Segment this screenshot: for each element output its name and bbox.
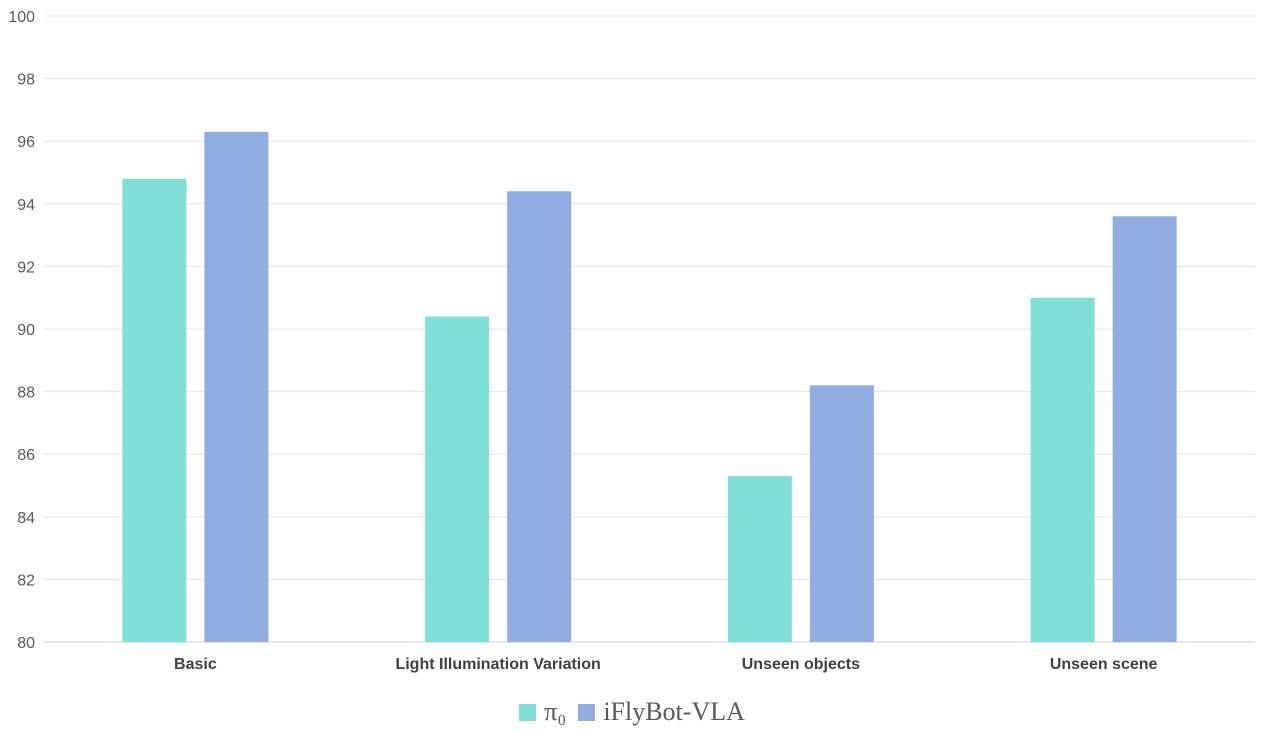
bar-series-0-0 bbox=[122, 178, 187, 642]
bar-series-0-1 bbox=[425, 316, 490, 642]
y-tick-label: 88 bbox=[17, 385, 35, 402]
y-axis-ticks: 80 82 84 86 88 90 92 94 96 98 100 bbox=[8, 9, 35, 652]
bar-chart: 80 82 84 86 88 90 92 94 96 98 100 Basic Light Illum… bbox=[8, 9, 1255, 673]
y-tick-label: 84 bbox=[17, 510, 35, 527]
y-tick-label: 82 bbox=[17, 572, 35, 589]
bar-series-1-1 bbox=[507, 191, 572, 642]
x-axis-ticks: Basic Light Illumination Variation Unseen … bbox=[174, 656, 1158, 673]
y-tick-label: 86 bbox=[17, 447, 35, 464]
x-tick-label: Unseen objects bbox=[742, 656, 860, 673]
y-tick-label: 80 bbox=[17, 635, 35, 652]
bar-series-1-2 bbox=[809, 385, 874, 642]
bar-series-1-0 bbox=[204, 131, 269, 642]
legend-label-series-0: π₀ bbox=[544, 697, 567, 726]
legend-swatch-series-0 bbox=[519, 703, 537, 721]
y-tick-label: 90 bbox=[17, 322, 35, 339]
legend-item-series-0: π₀ bbox=[519, 697, 566, 727]
x-tick-label: Unseen scene bbox=[1050, 656, 1158, 673]
legend-swatch-series-1 bbox=[578, 703, 596, 721]
y-tick-label: 92 bbox=[17, 259, 35, 276]
legend-label-series-1: iFlyBot-VLA bbox=[603, 697, 745, 726]
y-tick-label: 94 bbox=[17, 197, 35, 214]
bar-series-0-2 bbox=[727, 476, 792, 642]
x-tick-label: Light Illumination Variation bbox=[395, 656, 600, 673]
y-tick-label: 96 bbox=[17, 134, 35, 151]
legend: π₀ iFlyBot-VLA bbox=[0, 697, 1264, 727]
bars bbox=[122, 131, 1177, 642]
bar-series-1-3 bbox=[1112, 216, 1177, 642]
x-tick-label: Basic bbox=[174, 656, 217, 673]
bar-series-0-3 bbox=[1030, 297, 1095, 642]
y-tick-label: 98 bbox=[17, 72, 35, 89]
y-tick-label: 100 bbox=[8, 9, 35, 26]
legend-item-series-1: iFlyBot-VLA bbox=[578, 697, 745, 727]
